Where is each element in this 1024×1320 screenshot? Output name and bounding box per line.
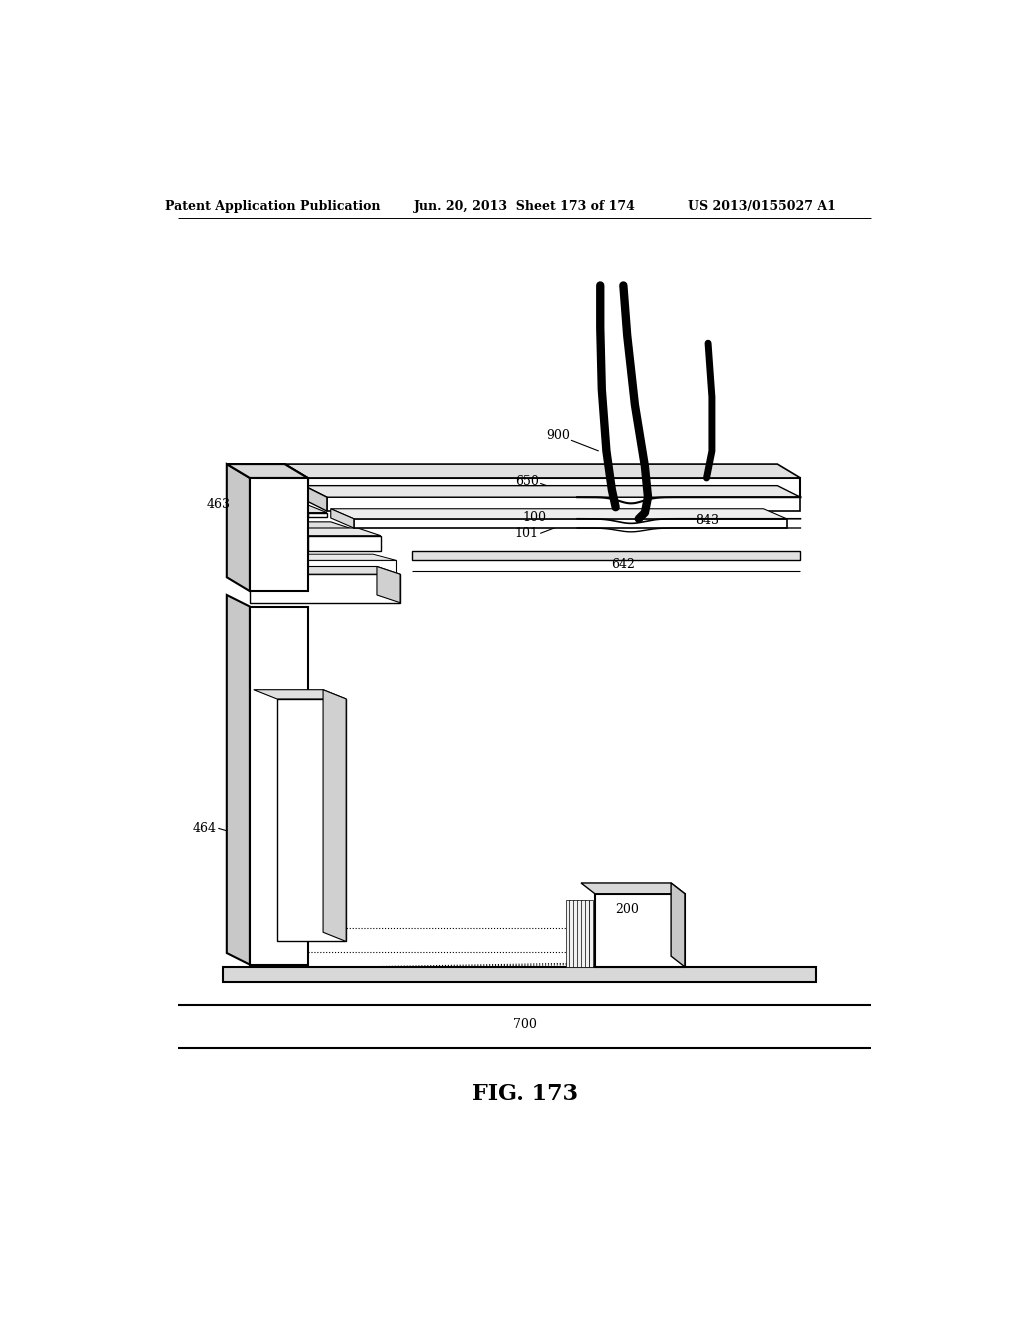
Bar xyxy=(307,512,327,517)
Text: Patent Application Publication: Patent Application Publication xyxy=(165,199,381,213)
Bar xyxy=(250,607,307,965)
Polygon shape xyxy=(226,465,307,478)
Bar xyxy=(307,536,381,552)
Polygon shape xyxy=(323,689,346,941)
Polygon shape xyxy=(331,508,354,528)
Text: 101: 101 xyxy=(515,527,539,540)
Text: 464: 464 xyxy=(193,822,217,834)
Text: FIG. 173: FIG. 173 xyxy=(472,1082,578,1105)
Polygon shape xyxy=(226,465,307,478)
Bar xyxy=(223,966,816,982)
Bar xyxy=(589,900,593,966)
Bar xyxy=(307,529,354,544)
Polygon shape xyxy=(304,486,801,498)
Bar xyxy=(276,700,346,941)
Text: 900: 900 xyxy=(546,429,569,442)
Text: 650: 650 xyxy=(515,475,539,488)
Bar xyxy=(250,478,307,591)
Text: 463: 463 xyxy=(207,499,230,511)
Polygon shape xyxy=(254,689,346,700)
Polygon shape xyxy=(226,566,400,574)
Bar xyxy=(581,900,586,966)
Bar xyxy=(307,560,396,574)
Polygon shape xyxy=(304,486,327,511)
Bar xyxy=(327,498,801,511)
Bar xyxy=(354,519,786,528)
Text: 200: 200 xyxy=(615,903,639,916)
Text: 843: 843 xyxy=(695,513,719,527)
Text: 100: 100 xyxy=(522,511,547,524)
Bar xyxy=(307,478,801,498)
Bar xyxy=(250,574,400,603)
Bar xyxy=(412,552,801,560)
Polygon shape xyxy=(331,508,786,519)
Polygon shape xyxy=(285,528,381,536)
Bar xyxy=(585,900,590,966)
Polygon shape xyxy=(226,465,250,591)
Bar xyxy=(595,894,685,966)
Polygon shape xyxy=(285,503,327,512)
Text: US 2013/0155027 A1: US 2013/0155027 A1 xyxy=(688,199,836,213)
Polygon shape xyxy=(285,465,801,478)
Polygon shape xyxy=(285,554,396,560)
Polygon shape xyxy=(581,883,685,894)
Text: 700: 700 xyxy=(513,1018,537,1031)
Bar xyxy=(578,900,582,966)
Bar xyxy=(569,900,574,966)
Polygon shape xyxy=(226,595,250,965)
Text: Jun. 20, 2013  Sheet 173 of 174: Jun. 20, 2013 Sheet 173 of 174 xyxy=(414,199,636,213)
Polygon shape xyxy=(285,521,354,529)
Bar xyxy=(565,900,570,966)
Polygon shape xyxy=(377,566,400,603)
Bar xyxy=(573,900,578,966)
Polygon shape xyxy=(671,883,685,966)
Text: 642: 642 xyxy=(611,558,635,572)
